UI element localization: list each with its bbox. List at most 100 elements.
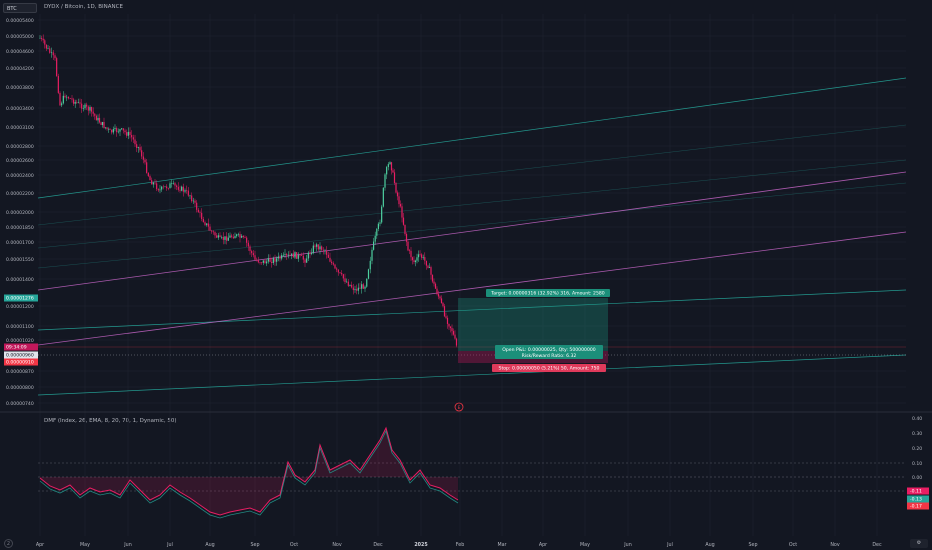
candle-body xyxy=(57,76,59,93)
candle-body xyxy=(74,101,76,104)
page-number[interactable]: 2 xyxy=(4,539,13,548)
candle-body xyxy=(339,272,341,274)
candle-body xyxy=(401,206,403,218)
price-tag: 09:34:09 xyxy=(6,345,27,351)
candle-body xyxy=(349,284,351,286)
price-axis-label: 0.00001200 xyxy=(6,304,34,310)
candle-body xyxy=(247,242,249,247)
candle-body xyxy=(434,283,437,289)
candle-body xyxy=(104,127,107,129)
time-axis-label: Apr xyxy=(539,542,547,548)
candle-body xyxy=(451,328,453,332)
candle-body xyxy=(395,182,397,193)
candle-body xyxy=(376,229,378,236)
risk-reward-label: Risk/Reward Ratio: 6.32 xyxy=(522,353,577,359)
candle-body xyxy=(357,287,359,291)
candle-body xyxy=(209,226,211,231)
candle-body xyxy=(449,326,452,329)
indicator-tag: -0.17 xyxy=(910,504,922,510)
candle-body xyxy=(61,103,63,106)
indicator-axis-label: 0.40 xyxy=(912,416,922,422)
candle-body xyxy=(430,267,432,275)
candle-body xyxy=(407,241,409,251)
candle-body xyxy=(100,122,102,125)
candle-body xyxy=(354,289,356,291)
candle-body xyxy=(301,255,303,256)
candle-body xyxy=(281,255,283,259)
candle-body xyxy=(62,95,64,104)
candle-body xyxy=(152,182,154,185)
time-axis-label: May xyxy=(80,542,90,548)
candle-body xyxy=(199,212,201,213)
time-axis-label: Sep xyxy=(250,542,259,548)
candle-body xyxy=(329,257,331,262)
candle-body xyxy=(147,172,149,177)
candle-body xyxy=(64,95,66,98)
price-axis-label: 0.00005400 xyxy=(6,18,34,24)
candle-body xyxy=(279,256,281,259)
indicator-fill xyxy=(40,428,458,515)
candle-body xyxy=(262,260,264,263)
candle-body xyxy=(221,236,223,238)
candle-body xyxy=(76,101,78,103)
candle-body xyxy=(226,236,228,241)
price-axis-label: 0.00000870 xyxy=(6,369,34,375)
candle-body xyxy=(291,253,293,256)
candle-body xyxy=(144,159,146,163)
candle-body xyxy=(52,52,54,56)
candle-body xyxy=(106,127,108,129)
candle-body xyxy=(212,231,214,233)
candle-body xyxy=(121,128,123,130)
candle-body xyxy=(311,252,313,255)
candle-body xyxy=(431,274,434,282)
candle-body xyxy=(176,185,178,187)
event-marker-label: E xyxy=(458,405,461,410)
candle-body xyxy=(45,44,47,49)
candle-body xyxy=(166,186,168,189)
candle-body xyxy=(294,252,296,258)
settings-icon[interactable]: ⚙ xyxy=(910,539,928,548)
candle-body xyxy=(182,186,184,192)
candle-body xyxy=(331,261,333,264)
candle-body xyxy=(169,183,171,189)
candle-body xyxy=(242,235,244,238)
price-axis-label: 0.00002600 xyxy=(6,158,34,164)
candle-body xyxy=(94,113,96,116)
candle-body xyxy=(79,102,81,104)
candle-body xyxy=(289,254,291,256)
candle-body xyxy=(312,245,314,253)
candle-body xyxy=(433,281,435,284)
target-label: Target: 0.00000316 (32.92%) 316, Amount:… xyxy=(490,291,605,297)
candle-body xyxy=(364,286,366,289)
candle-body xyxy=(159,189,161,191)
price-axis-label: 0.00003800 xyxy=(6,85,34,91)
candle-body xyxy=(410,250,412,258)
candle-body xyxy=(217,235,219,238)
candle-body xyxy=(177,186,179,190)
indicator-title[interactable]: DMF (Index, 26, EMA, 8, 20, 70, 1, Dynam… xyxy=(44,418,177,424)
candle-body xyxy=(362,284,364,289)
time-axis-label: Dec xyxy=(872,542,882,548)
candle-body xyxy=(244,237,246,238)
candle-body xyxy=(164,186,166,188)
time-axis-label: Jun xyxy=(123,542,132,548)
candle-body xyxy=(399,204,402,207)
candle-body xyxy=(206,223,208,225)
candle-body xyxy=(162,186,164,188)
stop-label: Stop: 0.00000050 (5.21%) 50, Amount: 750 xyxy=(499,366,600,372)
candle-body xyxy=(231,235,233,237)
candle-body xyxy=(392,170,394,173)
symbol-search-box[interactable]: BTC xyxy=(3,3,37,13)
open-pnl-box-bg xyxy=(495,345,603,359)
candle-body xyxy=(139,147,141,151)
price-axis-label: 0.00005000 xyxy=(6,34,34,40)
candle-body xyxy=(259,262,261,263)
time-axis-label: Jul xyxy=(666,542,673,548)
candle-body xyxy=(137,147,139,148)
candle-body xyxy=(174,183,176,186)
candle-body xyxy=(296,252,298,259)
candle-body xyxy=(384,174,386,188)
candle-body xyxy=(427,265,429,268)
candle-body xyxy=(112,128,114,133)
